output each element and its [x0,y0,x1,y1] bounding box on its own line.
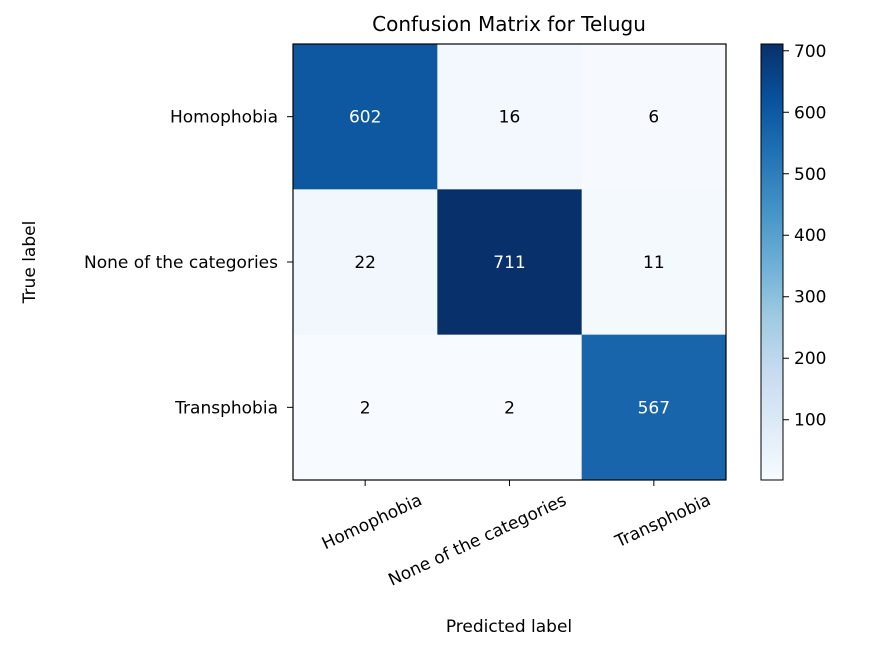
colorbar-tick-label: 300 [794,288,826,308]
colorbar-tick-label: 100 [794,411,826,431]
cell-value-label: 6 [648,108,659,128]
x-axis-label: Predicted label [446,617,572,637]
heatmap-cell [581,334,727,481]
cell-value-labels: 602 16 622 711 112 2 567 [349,108,670,419]
colorbar-tick-label: 400 [794,226,826,246]
colorbar-tick-label: 700 [794,42,826,62]
colorbar-tick-label: 600 [794,103,826,123]
heatmap-cell [293,189,438,336]
x-tick-label: Homophobia [319,490,425,554]
y-tick-label: None of the categories [84,253,278,273]
cell-value-label: 2 [360,398,371,418]
cell-value-label: 711 [493,253,525,273]
heatmap-cell [437,334,583,481]
chart-title: Confusion Matrix for Telugu [372,12,646,36]
x-tick-label: Transphobia [611,490,714,552]
cell-value-label: 22 [354,253,376,273]
heatmap-cell [293,44,438,190]
cell-value-label: 16 [499,108,521,128]
colorbar-tick-label: 200 [794,349,826,369]
y-tick-label: Transphobia [174,398,278,418]
colorbar [760,43,784,481]
colorbar-ticks: 100 200 300 400 500 600 700 [783,42,826,431]
y-axis-ticks: Homophobia None of the categories Transpho… [84,108,293,418]
y-tick-label: Homophobia [170,108,278,128]
cell-value-label: 567 [638,398,670,418]
heatmap-cell [437,189,583,336]
cell-value-label: 602 [349,108,381,128]
heatmap-cell [437,44,583,190]
colorbar-tick-label: 500 [794,165,826,185]
heatmap-cell [581,44,727,190]
heatmap-cells [293,44,727,481]
heatmap-cell [581,189,727,336]
y-axis-label: True label [20,221,40,305]
heatmap-cell [293,334,438,481]
cell-value-label: 11 [643,253,665,273]
cell-value-label: 2 [504,398,515,418]
